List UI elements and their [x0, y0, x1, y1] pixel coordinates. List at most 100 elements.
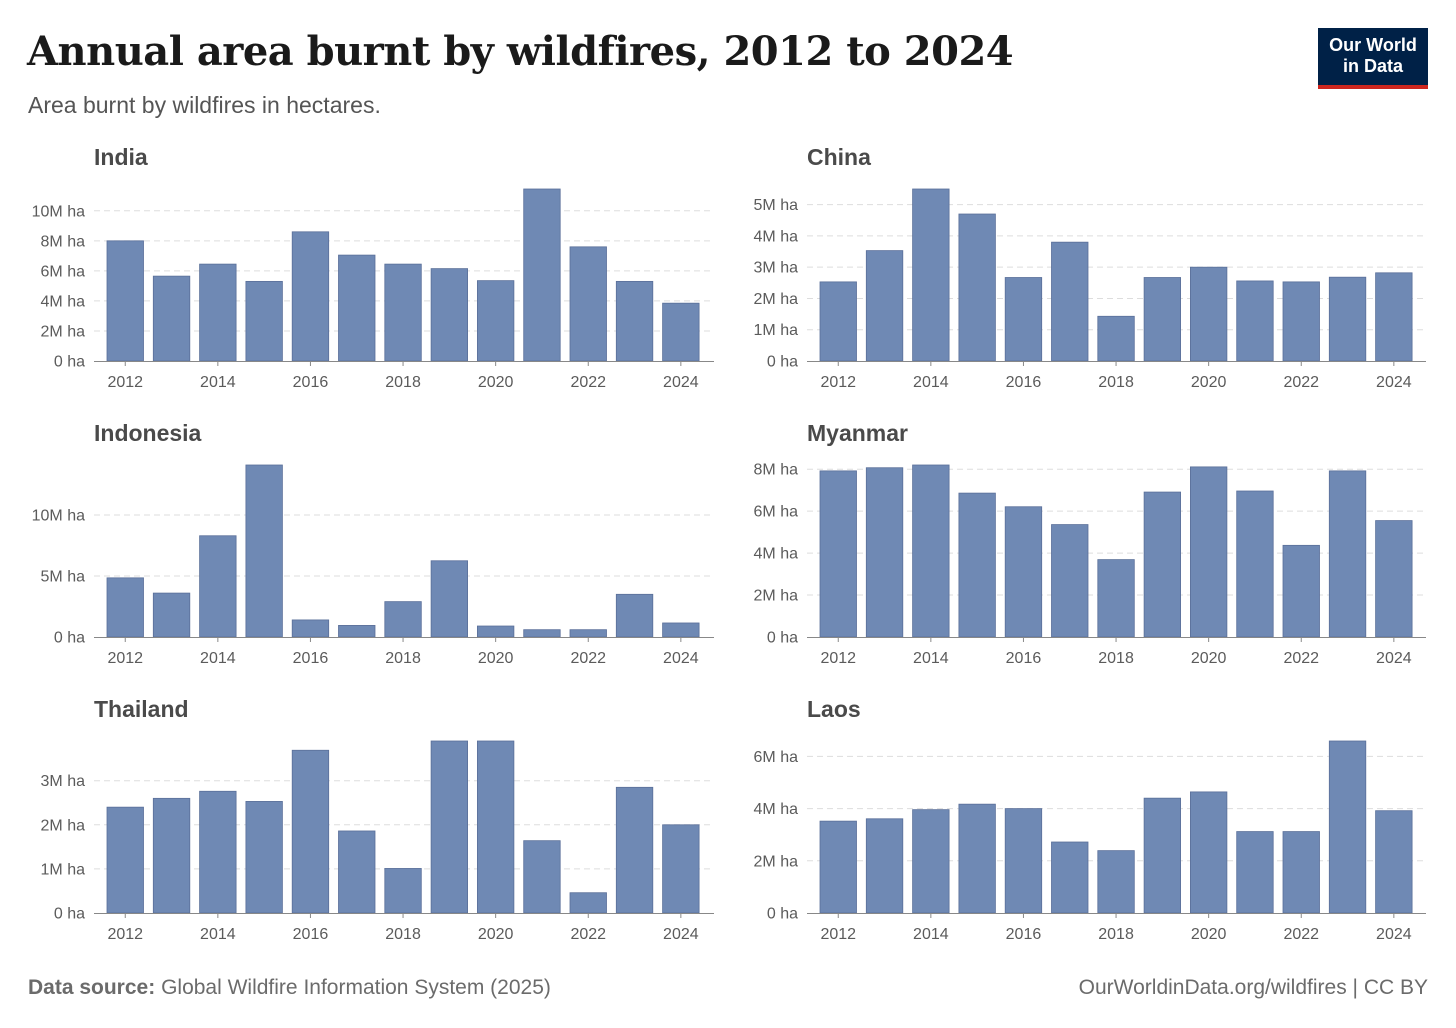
- bar-2023: [1328, 276, 1367, 362]
- bar-2021: [523, 188, 561, 362]
- x-tick-label: 2020: [478, 374, 514, 391]
- bar-2014: [199, 535, 237, 638]
- panel-myanmar: Myanmar 0 ha 2M ha 4M ha 6M ha 8M ha 2012 2014 2…: [754, 420, 1426, 667]
- bar-2012: [819, 820, 857, 914]
- bar-2020: [476, 625, 515, 638]
- x-tick-label: 2014: [200, 374, 236, 391]
- bar-2016: [291, 749, 330, 914]
- bar-2014: [912, 809, 950, 914]
- y-tick-label: 2M ha: [754, 588, 799, 605]
- y-tick-label: 2M ha: [41, 323, 86, 340]
- y-tick-label: 2M ha: [754, 853, 799, 870]
- y-tick-label: 3M ha: [754, 260, 799, 277]
- bar-2021: [523, 840, 561, 914]
- x-tick-label: 2012: [107, 374, 143, 391]
- x-tick-label: 2024: [1376, 374, 1412, 391]
- y-tick-label: 4M ha: [754, 546, 799, 563]
- bar-2021: [1236, 490, 1274, 638]
- bar-2022: [569, 629, 607, 638]
- x-tick-label: 2020: [1191, 926, 1227, 943]
- bar-2017: [338, 625, 376, 638]
- bar-2012: [819, 470, 857, 638]
- x-tick-label: 2020: [1191, 650, 1227, 667]
- bar-2021: [1236, 831, 1274, 914]
- panel-title: China: [807, 144, 871, 170]
- bar-2022: [1282, 544, 1320, 638]
- x-tick-label: 2012: [820, 374, 856, 391]
- bar-2013: [865, 250, 904, 362]
- bar-2024: [1375, 810, 1413, 914]
- y-tick-label: 10M ha: [32, 508, 85, 525]
- y-tick-label: 8M ha: [41, 233, 86, 250]
- x-tick-label: 2014: [913, 650, 949, 667]
- bar-2024: [662, 622, 700, 638]
- y-tick-label: 0 ha: [767, 906, 798, 923]
- data-source-text[interactable]: Global Wildfire Information System (2025…: [161, 976, 551, 999]
- bar-2018: [384, 263, 422, 362]
- y-tick-label: 4M ha: [754, 228, 799, 245]
- y-tick-label: 2M ha: [41, 817, 86, 834]
- bar-2019: [1143, 491, 1181, 638]
- bar-2015: [245, 280, 283, 362]
- x-tick-label: 2024: [663, 926, 699, 943]
- logo-line-2: in Data: [1342, 56, 1403, 76]
- panel-title: India: [94, 144, 148, 170]
- x-tick-label: 2020: [478, 650, 514, 667]
- bar-2012: [106, 806, 144, 914]
- data-source-label: Data source:: [28, 976, 156, 999]
- panel-title: Thailand: [94, 696, 189, 722]
- x-tick-label: 2018: [1098, 650, 1134, 667]
- bar-2019: [430, 268, 469, 362]
- source-url[interactable]: OurWorldinData.org/wildfires | CC BY: [1078, 976, 1428, 999]
- y-tick-label: 4M ha: [41, 293, 86, 310]
- bar-2024: [1375, 520, 1413, 638]
- panel-title: Myanmar: [807, 420, 908, 446]
- bar-2016: [1004, 808, 1043, 914]
- bar-2013: [865, 818, 904, 914]
- bar-2019: [430, 560, 469, 638]
- y-tick-label: 8M ha: [754, 462, 799, 479]
- bar-2014: [912, 188, 950, 362]
- bar-2017: [1051, 241, 1089, 362]
- bar-2013: [865, 467, 904, 638]
- x-tick-label: 2016: [293, 926, 329, 943]
- y-tick-label: 6M ha: [754, 749, 799, 766]
- bar-2015: [958, 492, 996, 638]
- y-tick-label: 0 ha: [767, 630, 798, 647]
- x-tick-label: 2016: [1006, 926, 1042, 943]
- bar-2022: [1282, 281, 1320, 362]
- bar-2020: [1190, 791, 1228, 914]
- x-tick-label: 2022: [570, 926, 606, 943]
- bar-2014: [199, 790, 237, 914]
- bar-2023: [1328, 740, 1367, 914]
- y-tick-label: 4M ha: [754, 801, 799, 818]
- x-tick-label: 2022: [1283, 650, 1319, 667]
- bar-2024: [662, 824, 700, 914]
- y-tick-label: 1M ha: [754, 322, 799, 339]
- bar-2017: [1051, 524, 1089, 638]
- bar-2012: [106, 240, 144, 362]
- bar-2020: [1190, 266, 1228, 362]
- bar-2014: [912, 464, 950, 638]
- y-tick-label: 6M ha: [754, 504, 799, 521]
- bar-2012: [106, 577, 144, 638]
- bar-2018: [1097, 315, 1135, 362]
- owid-logo[interactable]: Our World in Data: [1318, 28, 1428, 89]
- bar-2016: [291, 231, 330, 362]
- panel-china: China 0 ha 1M ha 2M ha 3M ha 4M ha 5M ha 2012 20…: [754, 144, 1426, 391]
- bar-2018: [1097, 559, 1135, 638]
- bar-2020: [1190, 466, 1228, 638]
- bar-2018: [384, 601, 422, 638]
- x-tick-label: 2022: [570, 374, 606, 391]
- x-tick-label: 2016: [1006, 650, 1042, 667]
- x-tick-label: 2022: [570, 650, 606, 667]
- bar-2015: [245, 801, 283, 914]
- x-tick-label: 2018: [385, 926, 421, 943]
- page-title: Annual area burnt by wildfires, 2012 to …: [27, 28, 1014, 75]
- x-tick-label: 2014: [200, 650, 236, 667]
- x-tick-label: 2020: [1191, 374, 1227, 391]
- y-tick-label: 0 ha: [767, 354, 798, 371]
- x-tick-label: 2018: [385, 650, 421, 667]
- x-tick-label: 2012: [107, 926, 143, 943]
